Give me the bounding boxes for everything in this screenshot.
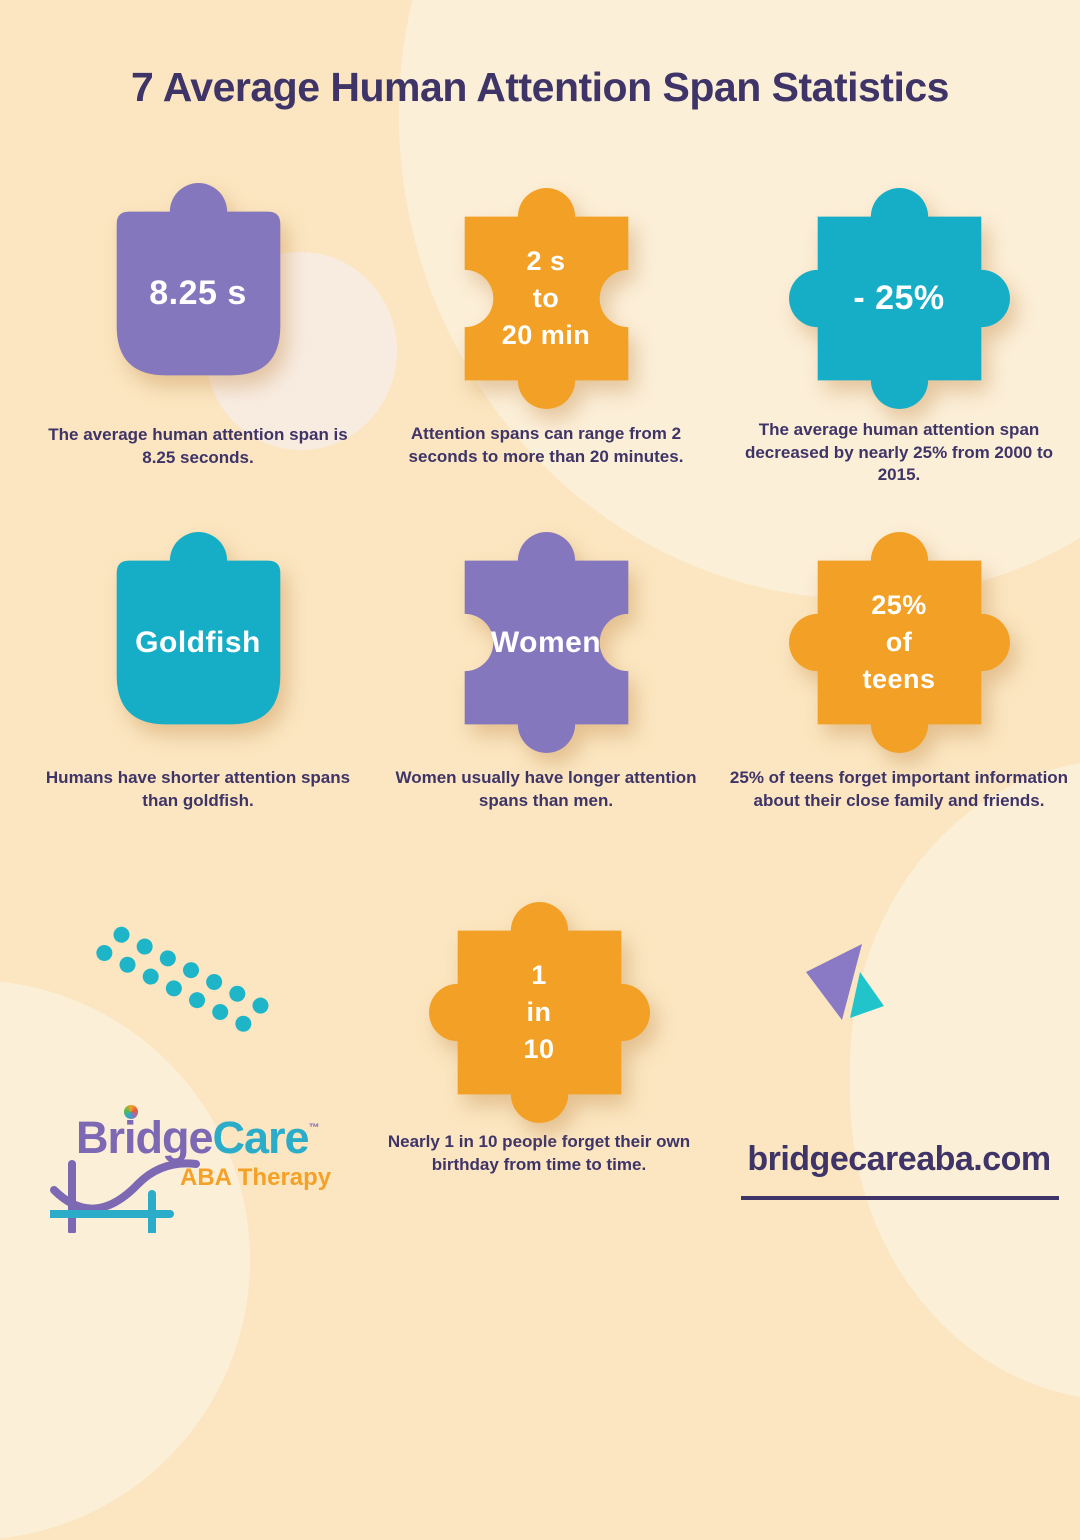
puzzle-shape-tabs-all [428, 902, 650, 1123]
website-url: bridgecareaba.com [747, 1140, 1051, 1178]
puzzle-fill [788, 188, 1010, 409]
stat-value-line: 2 s [526, 246, 566, 276]
stat-value: 25% of teens [818, 562, 980, 724]
stat-caption: 25% of teens forget important informatio… [729, 768, 1069, 810]
dot [116, 954, 139, 976]
puzzle-fill [116, 183, 280, 376]
dots-decoration [93, 924, 272, 1038]
stat-caption: Humans have shorter attention spans than… [45, 768, 351, 810]
logo-wordmark: BridgeCare™ [76, 1112, 320, 1164]
background-blob-bottom-left [0, 980, 250, 1540]
dot [139, 965, 162, 988]
stat-card-range: 2 s to 20 min Attention spans can range … [376, 186, 716, 468]
stat-caption: The average human attention span decreas… [744, 420, 1054, 485]
puzzle-piece: Goldfish [86, 530, 311, 755]
stat-caption: Attention spans can range from 2 seconds… [408, 424, 684, 466]
stat-value-line: 25% [871, 590, 927, 620]
logo-text-bridge: Bridge [76, 1112, 214, 1163]
logo-subtitle: ABA Therapy [180, 1164, 332, 1191]
background-blob-bottom-right [850, 760, 1080, 1400]
puzzle-piece: 25% of teens [787, 530, 1012, 755]
pinwheel-icon [124, 1105, 138, 1119]
stat-caption: Nearly 1 in 10 people forget their own b… [387, 1132, 691, 1174]
stat-card-goldfish: Goldfish Humans have shorter attention s… [28, 530, 368, 812]
stat-card-average-span: 8.25 s The average human attention span … [28, 181, 368, 469]
dot [93, 942, 116, 964]
puzzle-shape-tab-top [116, 532, 280, 725]
stat-card-decrease: - 25% The average human attention span d… [729, 186, 1069, 487]
stat-value: 8.25 s [117, 213, 279, 375]
puzzle-shape-tabs-all [788, 532, 1010, 753]
stat-value-line: 10 [523, 1034, 555, 1064]
puzzle-fill [464, 188, 628, 409]
dot [226, 983, 249, 1005]
puzzle-shape-tab-top [116, 183, 280, 376]
stat-card-birthday: 1 in 10 Nearly 1 in 10 people forget the… [369, 900, 709, 1176]
dot [180, 959, 202, 981]
dot [110, 924, 133, 946]
website-underline [741, 1196, 1059, 1200]
stat-value-line: to [532, 283, 560, 313]
dot [249, 994, 272, 1017]
stat-value-line: in [526, 997, 552, 1027]
puzzle-fill [788, 532, 1010, 753]
stat-value-line: Women [490, 626, 602, 659]
puzzle-shape-tabs-tb [464, 188, 628, 409]
puzzle-piece: Women [434, 530, 659, 755]
bridgecare-logo: BridgeCare™ ABA Therapy [50, 1105, 378, 1233]
trademark-symbol: ™ [308, 1122, 320, 1134]
puzzle-fill [464, 532, 628, 753]
purple-triangle [806, 944, 862, 1020]
dot [232, 1013, 255, 1035]
stat-value: 1 in 10 [458, 932, 620, 1094]
stat-caption: The average human attention span is 8.25… [48, 425, 348, 467]
bridge-icon [50, 1159, 200, 1233]
puzzle-piece: 2 s to 20 min [434, 186, 659, 411]
stat-value-line: teens [862, 664, 936, 694]
dot [163, 977, 185, 1000]
stat-value-line: 1 [531, 960, 547, 990]
puzzle-fill [428, 902, 650, 1123]
stat-card-teens: 25% of teens 25% of teens forget importa… [729, 530, 1069, 812]
dot [133, 935, 156, 958]
dot [203, 971, 225, 993]
stat-value-line: 8.25 s [149, 274, 247, 312]
logo-text-care: Care [212, 1112, 310, 1163]
stat-value-line: Goldfish [135, 626, 261, 659]
puzzle-piece: - 25% [787, 186, 1012, 411]
puzzle-piece: 8.25 s [86, 181, 311, 406]
stat-value-line: - 25% [853, 279, 945, 317]
stat-value: Goldfish [117, 562, 279, 724]
stat-value: 2 s to 20 min [465, 218, 627, 380]
bridge-cable [50, 1159, 200, 1213]
stat-value-line: of [885, 627, 913, 657]
puzzle-shape-tabs-tb [464, 532, 628, 753]
puzzle-piece: 1 in 10 [427, 900, 652, 1125]
teal-triangle [850, 972, 884, 1018]
stat-value: Women [465, 562, 627, 724]
dot [209, 1001, 231, 1023]
dot [186, 989, 208, 1011]
stat-value-line: 20 min [501, 320, 591, 350]
stat-caption: Women usually have longer attention span… [395, 768, 697, 810]
dot [157, 947, 179, 970]
stat-value: - 25% [818, 218, 980, 380]
page-title: 7 Average Human Attention Span Statistic… [131, 64, 949, 110]
stat-card-women: Women Women usually have longer attentio… [376, 530, 716, 812]
puzzle-fill [116, 532, 280, 725]
triangles-decoration [806, 944, 884, 1020]
puzzle-shape-tabs-all [788, 188, 1010, 409]
